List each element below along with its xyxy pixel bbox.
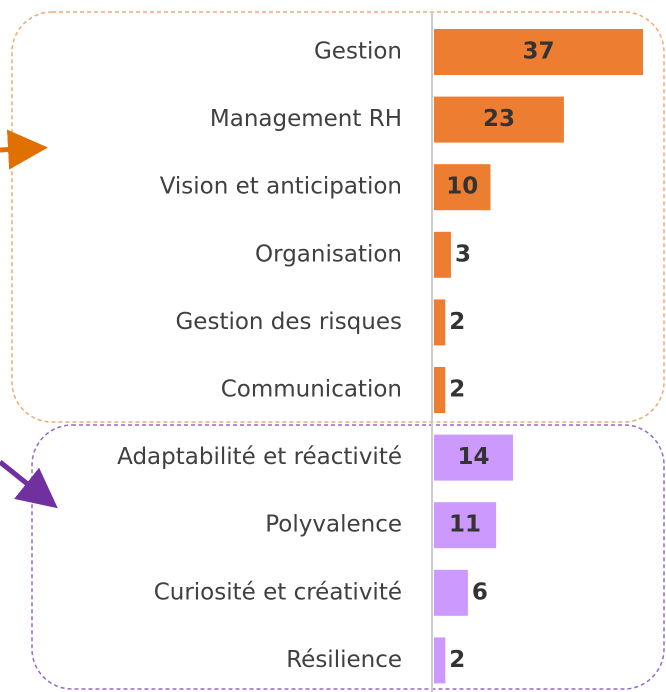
bar — [434, 96, 564, 143]
bar — [434, 29, 643, 75]
category-label: Polyvalence — [265, 512, 402, 538]
bar — [434, 299, 446, 346]
value-label: 23 — [483, 106, 515, 132]
bar — [434, 502, 497, 549]
category-label: Résilience — [286, 647, 402, 673]
value-label: 14 — [458, 444, 490, 470]
value-label: 6 — [472, 579, 488, 605]
category-label: Curiosité et créativité — [154, 579, 402, 605]
value-label: 11 — [449, 512, 481, 538]
bar — [434, 434, 514, 481]
bar — [434, 231, 451, 278]
category-label: Gestion — [314, 39, 402, 65]
category-label: Adaptabilité et réactivité — [117, 444, 402, 470]
category-label: Vision et anticipation — [160, 174, 402, 200]
category-label: Communication — [221, 377, 402, 403]
category-label: Management RH — [210, 106, 402, 132]
bar — [434, 164, 491, 211]
bar — [434, 637, 446, 684]
value-label: 10 — [446, 174, 478, 200]
value-label: 3 — [455, 241, 471, 267]
category-label: Organisation — [255, 241, 402, 267]
bar — [434, 569, 468, 616]
value-label: 2 — [449, 647, 465, 673]
value-label: 2 — [449, 377, 465, 403]
value-label: 37 — [522, 39, 554, 65]
value-label: 2 — [449, 309, 465, 335]
bar — [434, 367, 446, 413]
arrow — [0, 460, 58, 509]
arrow — [0, 129, 48, 170]
category-label: Gestion des risques — [175, 309, 402, 335]
group-box — [11, 11, 665, 423]
group-box — [31, 424, 665, 690]
